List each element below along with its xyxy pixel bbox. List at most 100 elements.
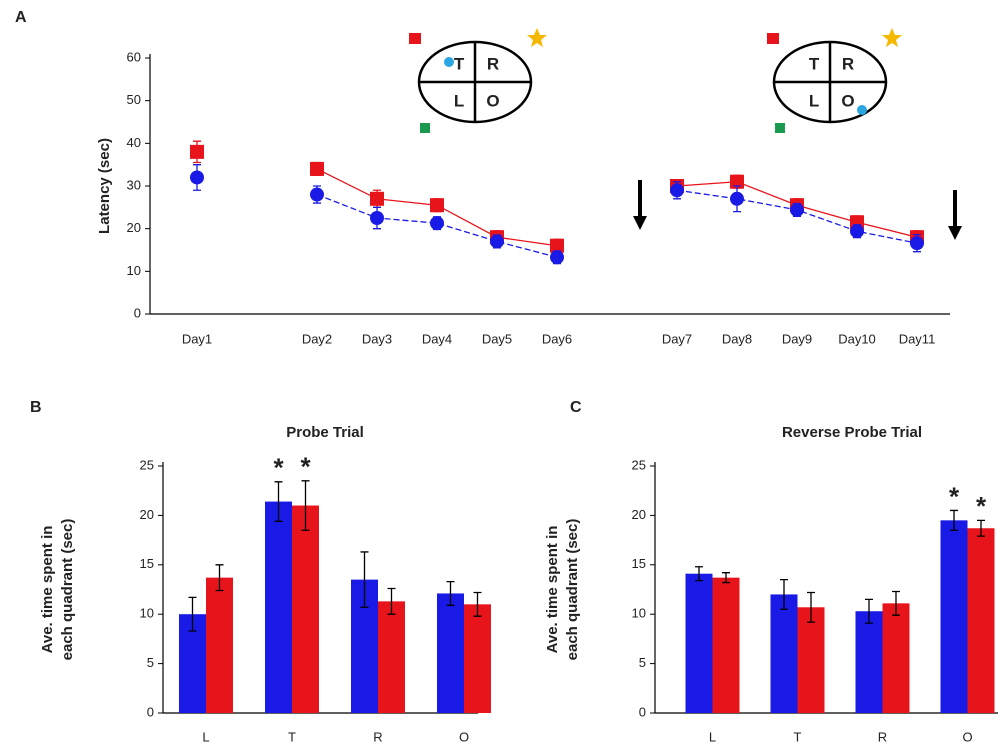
error-bar — [780, 578, 788, 610]
y-tick-label: 5 — [147, 655, 154, 670]
y-tick-label: 10 — [127, 263, 141, 278]
y-tick-label: 0 — [147, 704, 154, 719]
chart-title: Reverse Probe Trial — [782, 424, 922, 441]
x-tick-label: L — [709, 729, 716, 744]
x-tick-label: T — [288, 729, 296, 744]
marker — [310, 187, 324, 202]
marker — [790, 202, 804, 217]
quadrant-label: R — [842, 54, 854, 73]
y-tick-label: 10 — [632, 606, 646, 621]
bar — [855, 611, 883, 713]
error-bar — [301, 480, 310, 531]
bar — [292, 505, 319, 713]
bar — [882, 603, 910, 713]
bar — [770, 594, 798, 713]
marker — [310, 161, 324, 176]
x-tick-label: T — [794, 729, 802, 744]
x-tick-label: Day4 — [422, 331, 452, 346]
y-axis-title: Ave. time spent in — [39, 526, 56, 654]
maze-inset: T R L O — [767, 28, 902, 133]
series-line — [316, 189, 918, 258]
y-tick-label: 30 — [127, 177, 141, 192]
annotation: * — [976, 491, 987, 521]
chart-title: Probe Trial — [286, 424, 364, 441]
marker — [910, 236, 924, 251]
quadrant-label: T — [454, 54, 465, 73]
y-tick-label: 40 — [127, 135, 141, 150]
error-bar — [977, 519, 985, 537]
error-bar — [950, 509, 958, 531]
y-tick-label: 25 — [140, 457, 154, 472]
error-bar — [722, 572, 730, 584]
bar — [712, 577, 740, 713]
error-bar — [387, 587, 396, 615]
x-tick-label: R — [373, 729, 382, 744]
quadrant-label: O — [486, 91, 499, 110]
x-tick-label: R — [878, 729, 887, 744]
y-tick-label: 50 — [127, 92, 141, 107]
x-tick-label: Day5 — [482, 331, 512, 346]
x-tick-label: Day9 — [782, 331, 812, 346]
bar — [206, 577, 233, 713]
x-tick-label: L — [202, 729, 209, 744]
x-tick-label: O — [962, 729, 972, 744]
series-line — [316, 168, 918, 247]
quadrant-label: R — [487, 54, 499, 73]
y-axis-title: Ave. time spent in — [544, 526, 561, 654]
y-tick-label: 20 — [632, 507, 646, 522]
x-tick-label: Day2 — [302, 331, 332, 346]
error-bar — [865, 598, 873, 624]
y-tick-label: 5 — [639, 655, 646, 670]
maze-inset: T R L O — [409, 28, 547, 133]
y-tick-label: 10 — [140, 606, 154, 621]
x-tick-label: Day8 — [722, 331, 752, 346]
x-tick-label: Day1 — [182, 331, 212, 346]
bar — [967, 528, 995, 713]
error-bar — [473, 591, 482, 617]
y-tick-label: 0 — [639, 704, 646, 719]
error-bar — [360, 551, 369, 608]
error-bar — [274, 481, 283, 522]
annotation: * — [273, 453, 284, 483]
x-tick-label: Day11 — [899, 331, 936, 346]
error-bar — [695, 566, 703, 582]
marker — [730, 191, 744, 206]
y-axis-title: Latency (sec) — [96, 138, 113, 234]
y-tick-label: 0 — [134, 305, 141, 320]
marker — [430, 216, 444, 231]
annotation: * — [949, 481, 960, 511]
y-tick-label: 20 — [127, 220, 141, 235]
panel-label: B — [30, 399, 42, 416]
bar — [940, 520, 968, 713]
marker — [550, 250, 564, 265]
error-bar — [807, 591, 815, 623]
y-axis-title: each quadrant (sec) — [59, 519, 76, 661]
bar — [797, 607, 825, 713]
arrow — [633, 180, 647, 230]
quadrant-label: T — [809, 54, 820, 73]
y-axis-title: each quadrant (sec) — [564, 519, 581, 661]
error-bar — [892, 590, 900, 616]
marker — [550, 238, 564, 253]
bar — [437, 593, 464, 713]
marker — [850, 224, 864, 239]
y-tick-label: 20 — [140, 507, 154, 522]
quadrant-label: O — [841, 91, 854, 110]
bar — [265, 501, 292, 713]
y-tick-label: 25 — [632, 457, 646, 472]
quadrant-label: L — [454, 91, 464, 110]
marker — [190, 170, 204, 185]
marker — [430, 198, 444, 213]
marker — [490, 234, 504, 249]
arrow — [948, 190, 962, 240]
bar — [685, 573, 713, 713]
error-bar — [446, 580, 455, 606]
x-tick-label: Day3 — [362, 331, 392, 346]
annotation: * — [300, 452, 311, 482]
marker — [370, 191, 384, 206]
quadrant-label: L — [809, 91, 819, 110]
error-bar — [188, 596, 197, 632]
marker — [190, 144, 204, 159]
marker — [670, 183, 684, 198]
